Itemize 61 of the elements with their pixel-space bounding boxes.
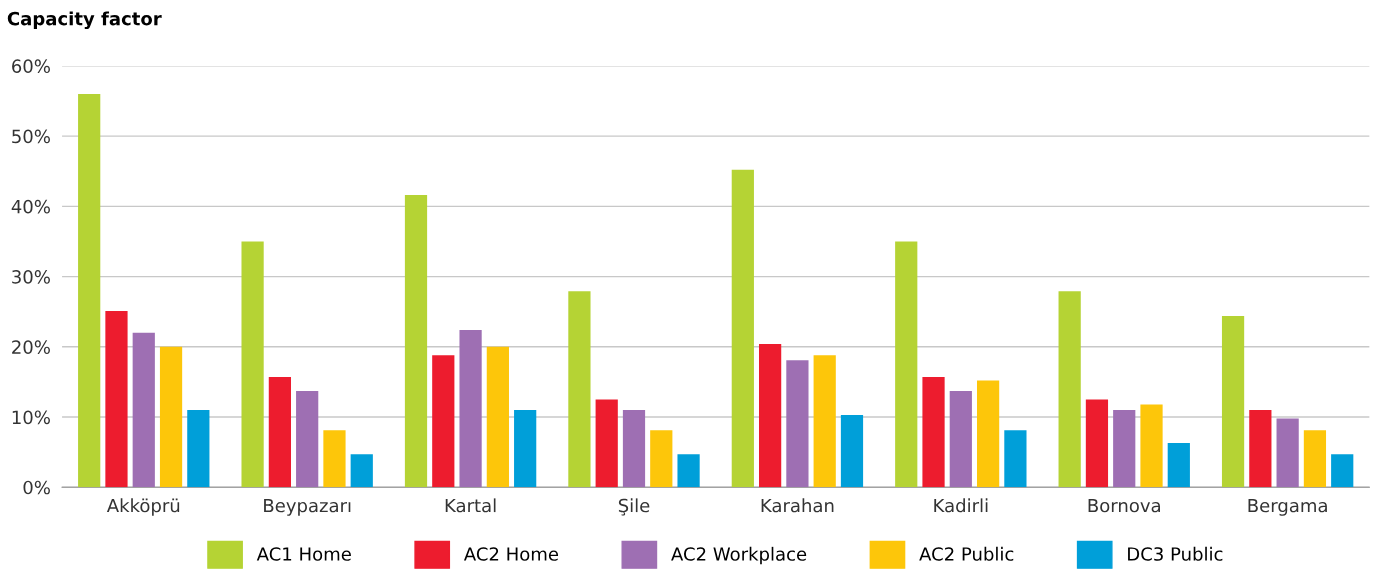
y-tick-label: 20% [12,340,50,354]
legend-label: AC1 Home [256,547,351,561]
bar [1058,291,1081,488]
y-tick-label: 0% [23,480,50,495]
legend-label: AC2 Public [919,546,1014,561]
y-tick-label: 50% [12,129,50,144]
x-tick-label: Akköprü [106,498,180,516]
bar [1249,410,1272,488]
bar [895,241,918,488]
bar [1331,454,1354,488]
bar [731,169,754,488]
bar [650,430,673,488]
x-tick-label: Bergama [1248,498,1327,516]
bar [404,195,428,488]
bar [432,355,455,488]
bar [268,377,291,488]
y-tick-label: 30% [12,270,50,284]
y-axis-title: Capacity factor [7,11,162,30]
legend-label: DC3 Public [1128,546,1223,561]
bar [595,399,618,488]
bar [486,346,509,488]
bar [105,310,128,488]
bar [132,332,155,488]
y-tick-label: 10% [12,410,50,425]
x-tick-label: Beypazarı [264,498,351,516]
bar [977,380,1000,488]
bar [78,93,101,488]
bar [1113,410,1136,488]
bar [786,360,809,488]
x-tick-label: Bornova [1088,498,1160,513]
bar [1303,430,1327,488]
y-tick-label: 40% [11,199,50,214]
bar [1004,430,1027,488]
bar [677,454,700,488]
x-tick-label: Kadirli [934,498,988,513]
bar [1167,443,1190,488]
legend-label: AC2 Home [463,547,559,561]
bar [840,414,864,488]
bar [1140,404,1163,488]
bar [622,410,646,488]
bar [568,291,591,488]
bar [1221,315,1245,488]
bar [296,391,319,488]
bar [1085,399,1109,488]
x-tick-label: Karahan [761,498,834,513]
x-tick-label: Kartal [445,498,496,513]
legend-label: AC2 Workplace [671,546,807,565]
bar [350,454,373,488]
bar [323,430,346,488]
bar [922,377,945,488]
bar [187,410,210,488]
bar [159,346,183,488]
bar [241,241,264,488]
bar [759,343,782,488]
bar [1276,418,1299,488]
y-tick-label: 60% [12,59,50,74]
bar [459,329,482,488]
x-tick-label: Şile [618,498,650,516]
bar [813,355,836,488]
bar [514,410,537,488]
bar [949,391,972,488]
